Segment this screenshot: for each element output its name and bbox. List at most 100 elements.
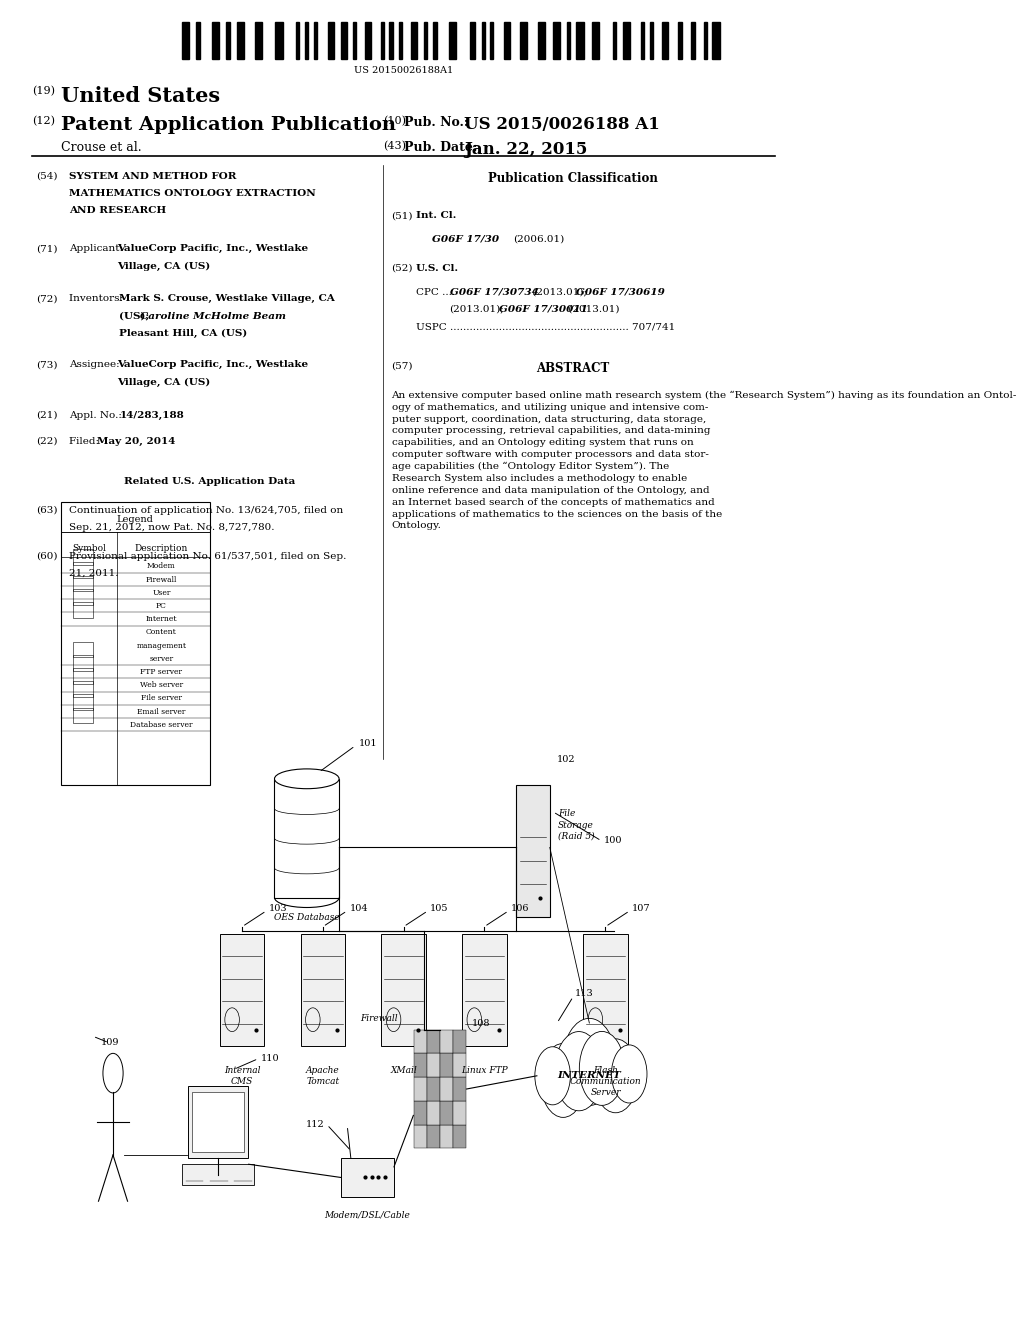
Text: INTERNET: INTERNET (557, 1072, 622, 1080)
Text: Continuation of application No. 13/624,705, filed on: Continuation of application No. 13/624,7… (69, 506, 343, 515)
Text: Legend: Legend (117, 515, 154, 524)
Text: 101: 101 (359, 739, 378, 747)
Text: Related U.S. Application Data: Related U.S. Application Data (124, 477, 296, 486)
Text: AND RESEARCH: AND RESEARCH (69, 206, 166, 215)
Text: OES Database: OES Database (273, 913, 340, 923)
Text: Int. Cl.: Int. Cl. (416, 211, 456, 220)
Text: (12): (12) (33, 116, 55, 127)
Bar (73, 562, 93, 578)
Bar (412, 22, 417, 59)
Circle shape (611, 1045, 647, 1104)
Bar (237, 22, 244, 59)
Text: ValueCorp Pacific, Inc., Westlake: ValueCorp Pacific, Inc., Westlake (117, 360, 308, 370)
Bar (449, 22, 457, 59)
Bar (414, 1125, 427, 1148)
Text: G06F 17/30011: G06F 17/30011 (499, 305, 588, 314)
Bar (691, 22, 694, 59)
Text: Jan. 22, 2015: Jan. 22, 2015 (464, 141, 588, 158)
Text: (73): (73) (36, 360, 57, 370)
Text: (2013.01);: (2013.01); (528, 288, 590, 297)
Text: (71): (71) (36, 244, 57, 253)
Circle shape (593, 1039, 638, 1113)
Text: U.S. Cl.: U.S. Cl. (416, 264, 458, 273)
Text: USPC ....................................................... 707/741: USPC ...................................… (416, 322, 675, 331)
Bar (703, 22, 707, 59)
Ellipse shape (103, 1053, 123, 1093)
Text: 112: 112 (306, 1121, 325, 1129)
Text: 107: 107 (632, 904, 651, 912)
Bar (712, 22, 720, 59)
Text: US 2015/0026188 A1: US 2015/0026188 A1 (464, 116, 659, 133)
Text: (US);: (US); (120, 312, 154, 321)
Text: Pleasant Hill, CA (US): Pleasant Hill, CA (US) (120, 329, 248, 338)
Bar (592, 22, 599, 59)
Text: Publication Classification: Publication Classification (488, 172, 658, 185)
Bar (341, 22, 347, 59)
Text: May 20, 2014: May 20, 2014 (97, 437, 175, 446)
Text: (54): (54) (36, 172, 57, 181)
Text: Filed:: Filed: (69, 437, 101, 446)
Text: (51): (51) (391, 211, 413, 220)
Bar (73, 602, 93, 618)
Bar (553, 22, 560, 59)
Text: 100: 100 (604, 837, 623, 845)
Text: 113: 113 (574, 990, 594, 998)
Ellipse shape (274, 768, 339, 789)
Text: Applicant:: Applicant: (69, 244, 126, 253)
Bar (414, 1030, 427, 1053)
Text: Village, CA (US): Village, CA (US) (117, 261, 210, 271)
Text: Internet: Internet (145, 615, 177, 623)
Bar (353, 22, 356, 59)
Bar (197, 22, 200, 59)
Bar (481, 22, 484, 59)
Bar (612, 22, 616, 59)
Text: Pub. No.:: Pub. No.: (403, 116, 468, 129)
Text: Crouse et al.: Crouse et al. (60, 141, 141, 154)
Bar (399, 22, 402, 59)
Text: ValueCorp Pacific, Inc., Westlake: ValueCorp Pacific, Inc., Westlake (117, 244, 308, 253)
Text: Provisional application No. 61/537,501, filed on Sep.: Provisional application No. 61/537,501, … (69, 552, 346, 561)
Bar (427, 1053, 440, 1077)
Text: 108: 108 (472, 1019, 490, 1027)
Text: Apache
Tomcat: Apache Tomcat (306, 1067, 340, 1086)
Text: Assignee:: Assignee: (69, 360, 123, 370)
Text: CPC ....: CPC .... (416, 288, 462, 297)
Text: 102: 102 (557, 755, 575, 763)
Text: Flash
Communication
Server: Flash Communication Server (569, 1067, 641, 1097)
Text: 104: 104 (349, 904, 369, 912)
Text: (60): (60) (36, 552, 57, 561)
Bar (453, 1101, 466, 1125)
Text: SYSTEM AND METHOD FOR: SYSTEM AND METHOD FOR (69, 172, 237, 181)
Text: 21, 2011.: 21, 2011. (69, 569, 118, 578)
Bar (577, 22, 584, 59)
Text: 110: 110 (261, 1055, 280, 1063)
Bar (73, 655, 93, 671)
Text: Web server: Web server (140, 681, 183, 689)
Bar (414, 1077, 427, 1101)
Bar (181, 22, 189, 59)
Bar (489, 22, 493, 59)
Bar (181, 1164, 254, 1185)
Text: 106: 106 (511, 904, 529, 912)
Bar (73, 589, 93, 605)
Text: (19): (19) (33, 86, 55, 96)
Bar (424, 22, 427, 59)
Bar (453, 1077, 466, 1101)
Bar (650, 22, 653, 59)
Bar (187, 1085, 248, 1159)
Text: An extensive computer based online math research system (the “Research System”) : An extensive computer based online math … (391, 391, 1017, 531)
Text: File server: File server (141, 694, 182, 702)
Text: 109: 109 (101, 1039, 120, 1047)
Bar (663, 22, 668, 59)
Circle shape (580, 1031, 625, 1105)
Text: (57): (57) (391, 362, 413, 371)
Text: Linux FTP: Linux FTP (461, 1067, 508, 1074)
Bar (567, 22, 570, 59)
Bar (329, 22, 334, 59)
Text: Modem/DSL/Cable: Modem/DSL/Cable (325, 1210, 411, 1220)
Bar (462, 935, 507, 1045)
Text: (52): (52) (391, 264, 413, 273)
Bar (313, 22, 316, 59)
Text: Firewall: Firewall (360, 1014, 397, 1023)
Bar (470, 22, 475, 59)
